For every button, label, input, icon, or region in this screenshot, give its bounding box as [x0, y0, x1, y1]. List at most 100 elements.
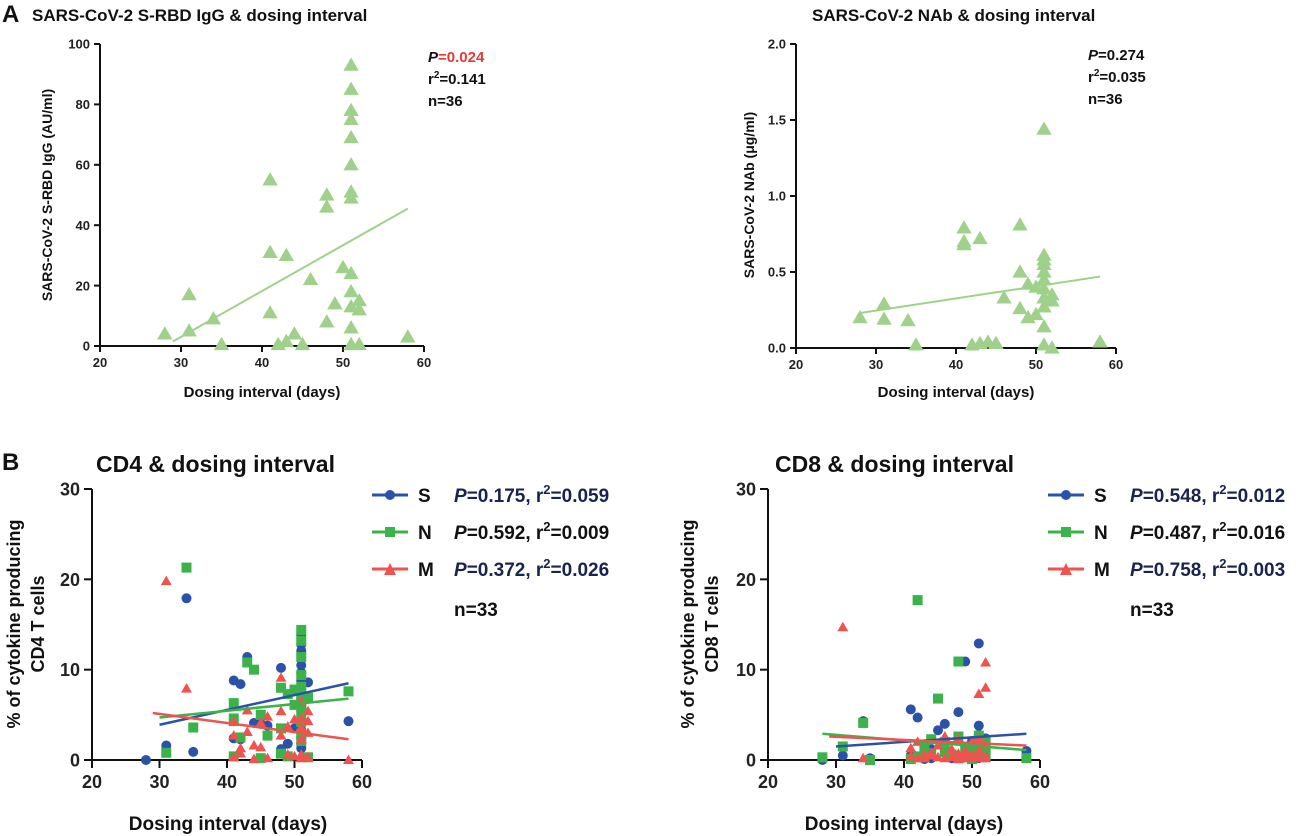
chart-nab-point-data — [1044, 293, 1060, 307]
chart-igg-point-data — [343, 57, 359, 71]
chart-cd8-point-n — [919, 742, 930, 753]
chart-cd4-point-s — [343, 716, 354, 727]
chart-cd4-ytick-label: 20 — [60, 570, 80, 590]
chart-cd4-fit-line-m — [152, 711, 349, 741]
chart-nab-ytick-label: 0.5 — [768, 265, 786, 280]
chart-cd4-legend-n-label: N — [418, 523, 432, 544]
chart-igg-point-data — [351, 293, 367, 307]
chart-nab-point-data — [1044, 340, 1060, 354]
chart-igg-ytick-label: 0 — [83, 339, 90, 354]
chart-cd4-xtick-label: 40 — [217, 772, 237, 792]
chart-igg-point-data — [343, 157, 359, 171]
chart-igg-pvalue: P=0.024 — [428, 49, 485, 66]
chart-nab-point-data — [876, 296, 892, 310]
chart-cd4-point-n — [296, 681, 307, 692]
chart-igg-point-data — [343, 81, 359, 95]
chart-cd4-point-n — [228, 698, 239, 709]
chart-cd8-ytick-label: 0 — [746, 750, 756, 770]
chart-cd8-point-m — [959, 752, 971, 763]
chart-igg-ytick-label: 100 — [68, 37, 90, 52]
chart-cd8-point-s — [973, 638, 984, 649]
chart-igg-point-data — [319, 187, 335, 201]
chart-cd8-xtick-label: 40 — [894, 772, 914, 792]
chart-cd8-point-s — [912, 712, 923, 723]
chart-cd8-point-n — [817, 752, 828, 763]
chart-cd8-point-n — [1021, 753, 1032, 764]
chart-cd4-xtick-label: 30 — [149, 772, 169, 792]
chart-nab-xtick-label: 30 — [869, 357, 883, 372]
chart-igg-point-data — [343, 299, 359, 313]
chart-cd8-points — [817, 595, 1032, 765]
chart-cd8-point-n — [858, 717, 869, 728]
chart-igg-xtick-label: 60 — [417, 355, 431, 370]
chart-igg-xtick-label: 30 — [174, 355, 188, 370]
chart-cd4-point-s — [181, 593, 192, 604]
chart-cd8-point-n — [865, 755, 875, 765]
chart-cd4-point-s — [141, 755, 151, 765]
chart-cd8-point-m — [980, 656, 992, 667]
chart-cd8-point-m — [918, 749, 930, 759]
chart-cd4-point-m — [282, 749, 294, 759]
chart-igg-point-data — [157, 326, 173, 340]
chart-cd4-point-m — [295, 712, 307, 723]
chart-cd8-legend-s-label: S — [1094, 486, 1107, 507]
chart-igg-r2-prefix: r — [428, 71, 434, 88]
chart-cd4-point-s — [276, 662, 286, 673]
chart-cd8-point-n — [939, 746, 950, 757]
chart-cd4-point-n — [282, 689, 293, 700]
chart-igg-point-data — [278, 247, 294, 261]
chart-cd4-point-m — [241, 726, 253, 736]
chart-cd4-point-m — [255, 741, 267, 752]
chart-cd8-legend: S P=0.548, r2=0.012 N P=0.487, r2=0.016 … — [1048, 482, 1285, 621]
chart-igg-point-data — [343, 265, 359, 280]
chart-cd4-ytick-label: 10 — [60, 660, 80, 680]
chart-igg-point-data — [294, 336, 311, 351]
chart-cd4-point-m — [282, 721, 294, 731]
chart-cd8-xtick-label: 20 — [758, 772, 778, 792]
chart-cd8-xtick-label: 50 — [962, 772, 982, 792]
chart-cd4-point-n — [235, 732, 246, 743]
chart-nab-point-data — [988, 335, 1004, 350]
chart-cd4-point-n — [303, 692, 313, 703]
chart-igg-r2-sup: 2 — [434, 70, 440, 81]
chart-nab-point-data — [1036, 337, 1052, 351]
chart-cd8-point-n — [933, 693, 943, 704]
chart-cd4-point-n — [249, 664, 259, 675]
chart-nab-r2-prefix: r — [1088, 69, 1094, 86]
chart-igg-point-data — [213, 336, 230, 351]
chart-cd4-point-n — [161, 747, 172, 758]
chart-cd8-legend-n: N P=0.487, r2=0.016 — [1048, 519, 1285, 544]
chart-nab-point-data — [852, 309, 868, 324]
chart-cd4-point-m — [248, 753, 260, 764]
chart-igg-xtick-label: 40 — [255, 355, 269, 370]
chart-nab-r2-value: =0.035 — [1099, 69, 1145, 86]
chart-cd4-point-s — [296, 660, 307, 671]
chart-cd8-ytick-label: 30 — [736, 479, 756, 499]
chart-cd4-legend-n: N P=0.592, r2=0.009 — [372, 519, 609, 544]
chart-igg-xtick-label: 50 — [336, 355, 350, 370]
chart-nab-point-data — [1036, 271, 1052, 286]
chart-nab-ytick-label: 2.0 — [768, 37, 786, 52]
chart-igg-point-data — [181, 323, 197, 337]
chart-igg-ytick-label: 40 — [76, 218, 90, 233]
chart-nab-point-data — [1028, 306, 1044, 321]
chart-cd4-legend-s: S P=0.175, r2=0.059 — [372, 482, 609, 507]
chart-nab-r2: r2=0.035 — [1088, 68, 1146, 86]
chart-cd4-point-n — [296, 635, 307, 646]
chart-cd4-ylabel-line2: CD4 T cells — [28, 575, 48, 672]
chart-cd8-stat-s: P=0.548, r2=0.012 — [1130, 482, 1285, 507]
chart-cd8-point-m — [912, 752, 924, 763]
chart-igg-xlabel: Dosing interval (days) — [184, 384, 341, 401]
chart-igg-point-data — [343, 320, 359, 334]
chart-cd4-point-n — [296, 624, 307, 635]
chart-nab-fit-line-data — [859, 275, 1101, 315]
chart-cd4-point-m — [235, 742, 246, 753]
chart-igg-fit-line-data — [172, 207, 409, 343]
chart-nab-point-data — [1036, 281, 1052, 295]
chart-cd4-ytick-label: 30 — [60, 479, 80, 499]
chart-igg-points — [157, 57, 416, 351]
chart-nab-r2-sup: 2 — [1094, 68, 1100, 79]
chart-nab-point-data — [1036, 319, 1052, 333]
chart-igg-point-data — [335, 259, 351, 274]
